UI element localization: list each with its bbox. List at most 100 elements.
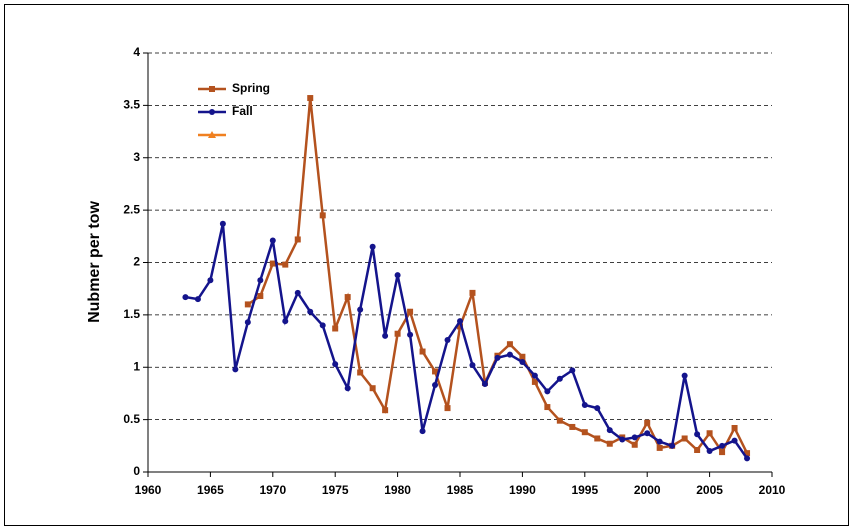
marker bbox=[656, 438, 663, 445]
marker bbox=[419, 348, 426, 355]
marker bbox=[394, 272, 401, 279]
marker bbox=[506, 341, 513, 348]
marker bbox=[531, 378, 538, 385]
marker bbox=[656, 444, 663, 451]
legend-marker bbox=[209, 109, 215, 115]
x-tick-label: 2005 bbox=[696, 483, 723, 497]
marker bbox=[644, 430, 651, 437]
x-tick-label: 1990 bbox=[509, 483, 536, 497]
marker bbox=[631, 434, 638, 441]
marker bbox=[432, 368, 439, 375]
marker bbox=[182, 294, 189, 301]
marker bbox=[407, 308, 414, 315]
marker bbox=[394, 330, 401, 337]
x-tick-label: 1965 bbox=[197, 483, 224, 497]
marker bbox=[269, 237, 276, 244]
marker bbox=[332, 361, 339, 368]
marker bbox=[594, 405, 601, 412]
x-tick-label: 1980 bbox=[384, 483, 411, 497]
marker bbox=[569, 423, 576, 430]
marker bbox=[606, 440, 613, 447]
marker bbox=[457, 323, 463, 330]
marker bbox=[519, 359, 526, 366]
marker bbox=[706, 430, 713, 437]
marker bbox=[744, 450, 751, 457]
marker bbox=[382, 407, 389, 414]
marker bbox=[232, 366, 239, 373]
marker bbox=[544, 388, 551, 395]
legend-label: Spring bbox=[232, 81, 270, 95]
marker bbox=[531, 372, 538, 379]
y-tick-label: 2 bbox=[133, 255, 140, 269]
marker bbox=[257, 277, 264, 284]
y-tick-label: 4 bbox=[133, 45, 140, 59]
marker bbox=[494, 354, 501, 361]
y-tick-label: 3 bbox=[133, 150, 140, 164]
marker bbox=[731, 437, 738, 444]
x-tick-label: 2010 bbox=[759, 483, 786, 497]
y-tick-label: 2.5 bbox=[123, 202, 140, 216]
marker bbox=[744, 455, 751, 462]
marker bbox=[719, 442, 726, 449]
x-tick-label: 2000 bbox=[634, 483, 661, 497]
marker bbox=[357, 306, 364, 313]
marker bbox=[282, 261, 289, 268]
frame bbox=[4, 4, 849, 526]
y-axis-title: Nubmer per tow bbox=[86, 201, 103, 323]
x-tick-label: 1995 bbox=[571, 483, 598, 497]
marker bbox=[294, 289, 301, 296]
series-line bbox=[185, 223, 749, 460]
marker bbox=[481, 381, 488, 388]
marker bbox=[469, 289, 476, 296]
marker bbox=[706, 448, 713, 455]
marker bbox=[581, 401, 588, 408]
marker bbox=[681, 435, 688, 442]
y-tick-label: 0 bbox=[133, 464, 140, 478]
x-tick-label: 1975 bbox=[322, 483, 349, 497]
marker bbox=[669, 442, 676, 449]
marker bbox=[581, 429, 588, 436]
marker bbox=[444, 337, 451, 344]
marker bbox=[219, 220, 226, 227]
y-tick-label: 0.5 bbox=[123, 412, 140, 426]
x-tick-label: 1985 bbox=[447, 483, 474, 497]
marker bbox=[332, 325, 339, 332]
marker bbox=[606, 427, 613, 434]
marker bbox=[369, 385, 376, 392]
marker bbox=[307, 308, 314, 315]
marker bbox=[444, 405, 451, 412]
marker bbox=[457, 318, 463, 325]
marker bbox=[244, 319, 251, 326]
marker bbox=[294, 236, 301, 243]
marker bbox=[419, 428, 426, 435]
marker bbox=[544, 404, 551, 411]
marker bbox=[344, 294, 351, 301]
x-tick-label: 1970 bbox=[259, 483, 286, 497]
marker bbox=[432, 382, 439, 389]
marker bbox=[407, 331, 414, 338]
marker bbox=[244, 301, 251, 308]
x-tick-label: 1960 bbox=[135, 483, 162, 497]
marker bbox=[207, 277, 214, 284]
marker bbox=[319, 212, 326, 219]
marker bbox=[556, 417, 563, 424]
marker bbox=[506, 351, 513, 358]
y-tick-label: 1.5 bbox=[123, 307, 140, 321]
marker bbox=[257, 293, 264, 300]
marker bbox=[357, 369, 364, 376]
marker bbox=[319, 322, 326, 329]
marker bbox=[631, 441, 638, 448]
legend-marker bbox=[208, 131, 216, 138]
marker bbox=[594, 435, 601, 442]
marker bbox=[382, 332, 389, 339]
marker bbox=[719, 449, 726, 456]
marker bbox=[569, 367, 576, 374]
marker bbox=[619, 436, 626, 443]
marker bbox=[194, 296, 201, 303]
marker bbox=[681, 372, 688, 379]
legend-marker bbox=[209, 86, 215, 92]
legend-label: Fall bbox=[232, 104, 253, 118]
marker bbox=[556, 375, 563, 382]
marker bbox=[644, 419, 651, 426]
